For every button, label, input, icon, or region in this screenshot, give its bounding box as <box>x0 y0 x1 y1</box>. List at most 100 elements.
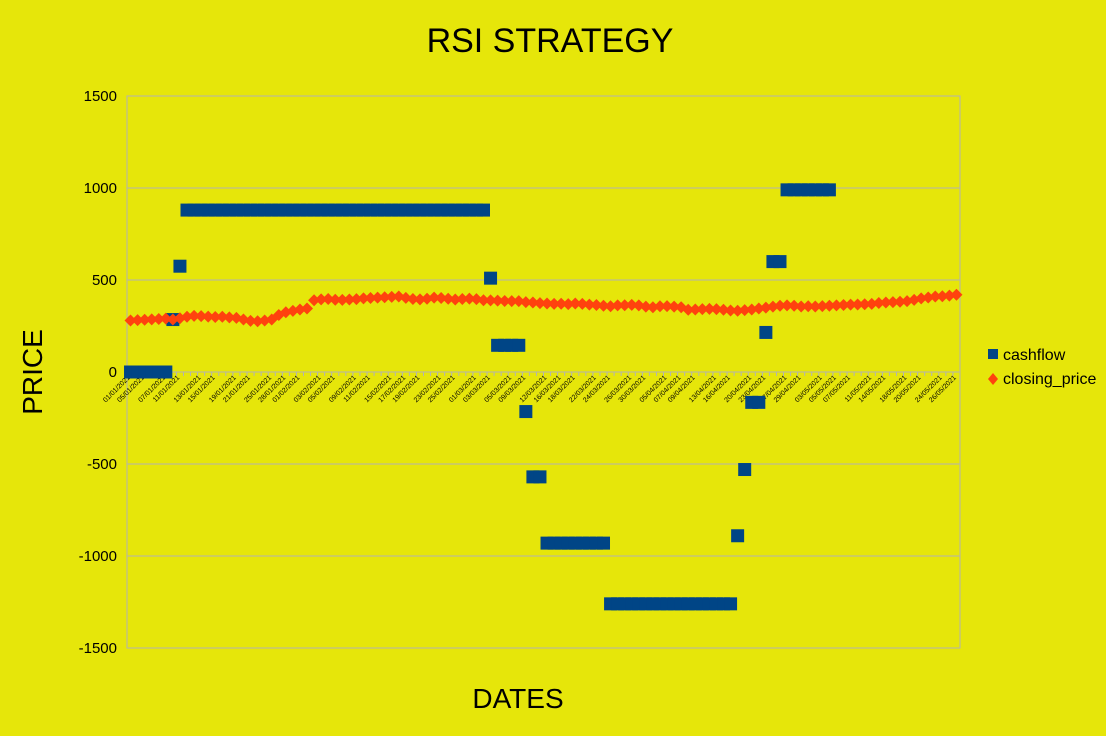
cashflow-point <box>738 463 752 477</box>
closing-price-point <box>893 295 906 308</box>
closing-price-point <box>456 292 469 305</box>
closing-price-point <box>879 296 892 309</box>
y-axis-title: PRICE <box>17 329 48 415</box>
cashflow-point <box>759 325 773 339</box>
closing-price-point <box>837 299 850 312</box>
cashflow-point <box>484 271 498 285</box>
series-cashflow <box>124 183 836 611</box>
closing-price-point <box>548 297 561 310</box>
closing-price-point <box>555 297 568 310</box>
closing-price-point <box>484 294 497 307</box>
closing-price-point <box>449 293 462 306</box>
closing-price-point <box>357 292 370 305</box>
legend: cashflow closing_price <box>988 347 1096 388</box>
x-tick-labels: 01/01/202105/01/202107/01/202111/01/2021… <box>102 374 958 404</box>
x-axis-title: DATES <box>472 683 563 714</box>
closing-price-point <box>293 303 306 316</box>
closing-price-point <box>731 304 744 317</box>
y-tick-label: -1000 <box>79 548 117 565</box>
closing-price-point <box>145 313 158 326</box>
closing-price-point <box>844 298 857 311</box>
closing-price-point <box>505 295 518 308</box>
series-closing-price <box>124 288 963 328</box>
closing-price-point <box>830 299 843 312</box>
closing-price-point <box>851 298 864 311</box>
closing-price-point <box>759 301 772 314</box>
closing-price-point <box>809 300 822 313</box>
closing-price-point <box>738 304 751 317</box>
cashflow-point <box>533 470 547 484</box>
closing-price-point <box>936 290 949 303</box>
closing-price-point <box>406 292 419 305</box>
closing-price-point <box>159 312 172 325</box>
closing-price-point <box>802 300 815 313</box>
closing-price-point <box>724 304 737 317</box>
closing-price-point <box>329 293 342 306</box>
closing-price-point <box>181 310 194 323</box>
y-tick-label: 500 <box>92 272 117 289</box>
closing-price-point <box>491 294 504 307</box>
closing-price-point <box>258 314 271 327</box>
closing-price-point <box>689 303 702 316</box>
y-tick-label: -500 <box>87 456 117 473</box>
closing-price-point <box>202 310 215 323</box>
closing-price-point <box>781 299 794 312</box>
closing-price-point <box>569 297 582 310</box>
legend-cashflow-label: cashflow <box>1003 347 1066 364</box>
closing-price-point <box>195 310 208 323</box>
closing-price-point <box>611 299 624 312</box>
closing-price-point <box>131 314 144 327</box>
cashflow-point <box>724 597 738 611</box>
closing-price-point <box>823 299 836 312</box>
closing-price-point <box>124 314 137 327</box>
cashflow-point <box>773 255 787 269</box>
closing-price-point <box>343 293 356 306</box>
closing-price-point <box>865 297 878 310</box>
closing-price-point <box>646 301 659 314</box>
closing-price-point <box>209 310 222 323</box>
cashflow-point <box>752 395 766 409</box>
gridlines <box>126 95 961 649</box>
legend-cashflow-marker <box>988 349 998 359</box>
closing-price-point <box>223 311 236 324</box>
closing-price-point <box>816 300 829 313</box>
closing-price-point <box>336 293 349 306</box>
closing-price-point <box>668 300 681 313</box>
closing-price-point <box>322 292 335 305</box>
closing-price-point <box>943 289 956 302</box>
legend-closing-price-marker <box>988 373 998 385</box>
closing-price-point <box>533 297 546 310</box>
closing-price-point <box>682 303 695 316</box>
cashflow-point <box>173 259 187 273</box>
y-tick-label: 1000 <box>84 180 117 197</box>
closing-price-point <box>766 300 779 313</box>
closing-price-point <box>745 303 758 316</box>
closing-price-point <box>625 298 638 311</box>
cashflow-point <box>822 183 836 197</box>
closing-price-point <box>435 292 448 305</box>
closing-price-point <box>385 290 398 303</box>
closing-price-point <box>371 291 384 304</box>
closing-price-point <box>788 299 801 312</box>
chart-title: RSI STRATEGY <box>427 22 674 60</box>
closing-price-point <box>519 296 532 309</box>
closing-price-point <box>463 292 476 305</box>
closing-price-point <box>428 291 441 304</box>
closing-price-point <box>442 292 455 305</box>
closing-price-point <box>364 292 377 305</box>
closing-price-point <box>661 300 674 313</box>
closing-price-point <box>152 313 165 326</box>
cashflow-point <box>519 405 533 419</box>
closing-price-point <box>477 294 490 307</box>
closing-price-point <box>858 298 871 311</box>
cashflow-point <box>476 203 490 217</box>
closing-price-point <box>703 302 716 315</box>
closing-price-point <box>498 294 511 307</box>
closing-price-point <box>872 297 885 309</box>
cashflow-point <box>512 338 526 352</box>
closing-price-point <box>915 292 928 305</box>
closing-price-point <box>188 309 201 322</box>
closing-price-point <box>315 293 328 306</box>
closing-price-point <box>922 291 935 304</box>
